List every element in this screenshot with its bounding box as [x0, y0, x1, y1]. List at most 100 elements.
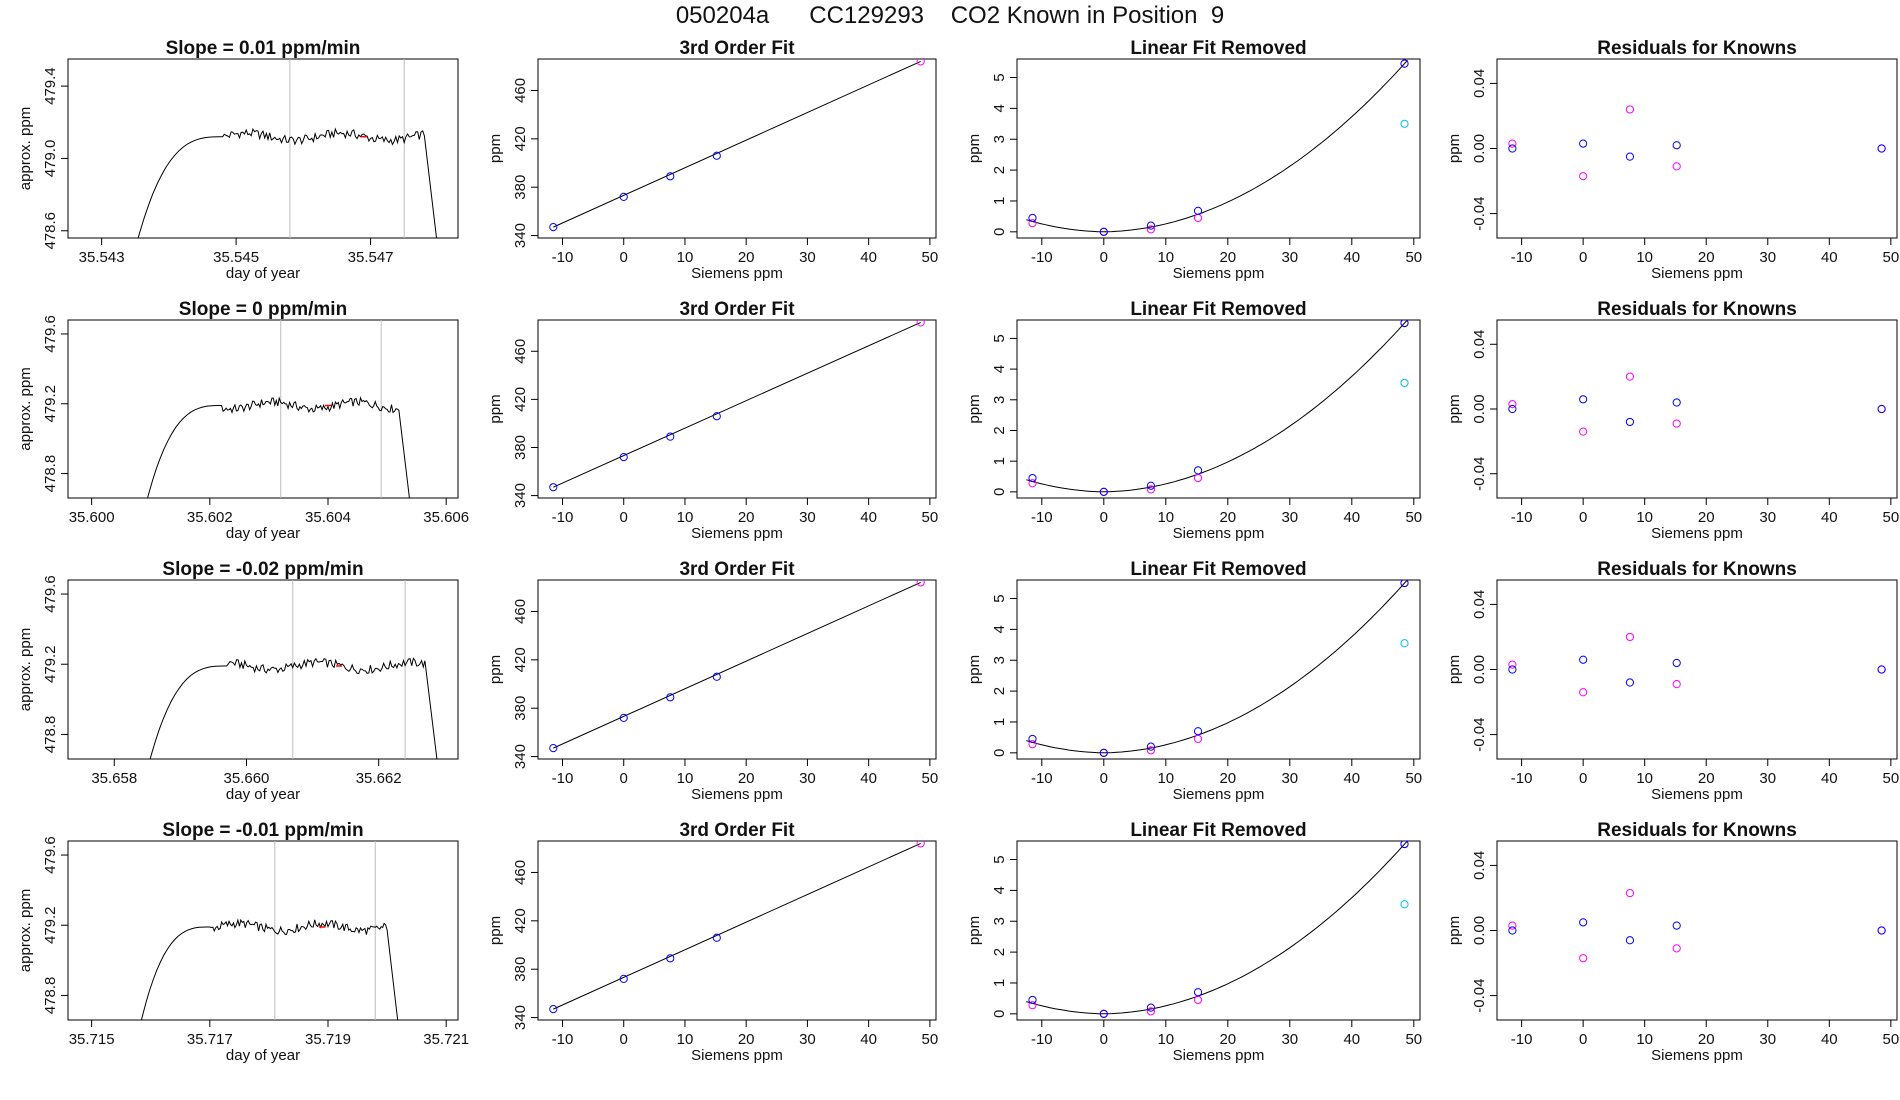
y-tick-label: 0.00: [1471, 655, 1488, 684]
blue-point: [1028, 995, 1037, 1005]
plot-area: [549, 320, 925, 492]
blue-point: [1146, 481, 1156, 490]
panel-title: Slope = -0.02 ppm/min: [162, 559, 363, 580]
y-tick-label: 5: [991, 334, 1008, 342]
plot-frame: [1496, 579, 1898, 760]
y-tick-label: 4: [991, 625, 1008, 633]
x-tick-label: 40: [1821, 1031, 1838, 1048]
x-tick-label: 30: [1759, 1031, 1776, 1048]
y-axis-label: ppm: [487, 655, 504, 684]
data-point: [712, 672, 721, 681]
data-point: [916, 580, 925, 587]
y-tick-label: 340: [512, 744, 529, 769]
x-tick-label: 30: [799, 509, 816, 526]
x-tick-label: 20: [738, 249, 755, 266]
panel-title: Linear Fit Removed: [1130, 559, 1306, 580]
x-tick-label: 35.547: [348, 249, 394, 266]
x-tick-label: 20: [738, 770, 755, 787]
data-point: [916, 320, 925, 327]
data-point: [619, 453, 628, 462]
plot-frame: [67, 319, 459, 499]
panel-title: Linear Fit Removed: [1130, 38, 1306, 59]
plot-area: [140, 841, 399, 1020]
magenta-point: [1146, 746, 1156, 755]
cyan-point: [1400, 378, 1409, 388]
fit-curve: [1026, 841, 1408, 1015]
x-tick-label: 30: [1759, 770, 1776, 787]
x-axis-label: Siemens ppm: [1173, 1047, 1265, 1064]
blue-point: [1579, 655, 1588, 664]
y-axis-label: ppm: [487, 916, 504, 945]
x-tick-label: 0: [1100, 770, 1108, 787]
y-tick-label: 340: [512, 1005, 529, 1030]
blue-point: [1099, 487, 1108, 496]
data-point: [666, 693, 675, 702]
x-tick-label: 50: [922, 1031, 939, 1048]
data-point: [549, 1005, 558, 1014]
y-tick-label: 0: [991, 228, 1008, 236]
magenta-point: [1625, 888, 1635, 898]
data-point: [666, 172, 675, 181]
y-tick-label: 380: [512, 696, 529, 721]
x-axis-label: Siemens ppm: [691, 265, 783, 282]
plot-frame: [67, 840, 459, 1021]
y-tick-label: 0.00: [1471, 134, 1488, 163]
trace-line: [147, 396, 410, 498]
magenta-point: [1579, 688, 1588, 697]
x-axis-label: Siemens ppm: [691, 525, 783, 542]
magenta-point: [1146, 225, 1156, 234]
x-tick-label: 0: [1579, 1031, 1587, 1048]
x-tick-label: 30: [1759, 249, 1776, 266]
y-tick-label: 0: [991, 1010, 1008, 1018]
x-tick-label: 40: [860, 1031, 877, 1048]
y-tick-label: 420: [512, 126, 529, 151]
x-tick-label: 50: [1883, 249, 1900, 266]
x-tick-label: 0: [620, 1031, 628, 1048]
x-tick-label: 35.721: [423, 1031, 469, 1048]
x-tick-label: 35.662: [356, 770, 402, 787]
blue-point: [1625, 417, 1635, 427]
x-tick-label: 50: [922, 249, 939, 266]
x-tick-label: 35.606: [423, 509, 469, 526]
x-tick-label: 35.600: [69, 509, 115, 526]
y-tick-label: 479.6: [42, 575, 59, 613]
panel-fit-row3: 3rd Order Fit -10 0 10 20 30 40 50 340 380 420 460 S…: [487, 559, 938, 803]
trace-line: [149, 657, 438, 759]
y-tick-label: 3: [991, 917, 1008, 925]
blue-point: [1028, 473, 1037, 483]
x-tick-label: 10: [1636, 249, 1653, 266]
magenta-point: [1508, 921, 1517, 930]
x-tick-label: 10: [677, 249, 694, 266]
x-tick-label: 40: [1821, 770, 1838, 787]
x-tick-label: 0: [620, 509, 628, 526]
x-tick-label: 10: [1636, 770, 1653, 787]
blue-point: [1193, 466, 1203, 475]
magenta-point: [1028, 1001, 1037, 1010]
x-tick-label: 30: [1281, 770, 1298, 787]
panel-fit-row1: 3rd Order Fit -10 0 10 20 30 40 50 340 380 420 460 S…: [487, 38, 938, 282]
y-axis-label: ppm: [487, 394, 504, 423]
cyan-point: [1400, 119, 1409, 128]
plot-frame: [67, 58, 459, 239]
magenta-point: [1028, 740, 1037, 749]
panel-title: 3rd Order Fit: [679, 299, 795, 320]
y-tick-label: 479.2: [42, 906, 59, 944]
data-point: [666, 954, 675, 963]
plot-frame: [1016, 319, 1421, 499]
page-title: 050204a CC129293 CO2 Known in Position 9: [675, 2, 1225, 29]
x-tick-label: 0: [1579, 770, 1587, 787]
magenta-point: [1028, 219, 1037, 228]
magenta-point: [1625, 372, 1635, 381]
y-tick-label: 478.6: [42, 212, 59, 250]
y-tick-label: 0: [991, 749, 1008, 757]
blue-point: [1146, 742, 1156, 751]
x-axis-label: day of year: [226, 1047, 300, 1064]
x-tick-label: 30: [1281, 249, 1298, 266]
panel-title: Slope = 0 ppm/min: [179, 299, 347, 320]
fit-line: [553, 321, 921, 488]
y-tick-label: 3: [991, 656, 1008, 664]
y-axis-label: ppm: [966, 134, 983, 163]
magenta-point: [1028, 479, 1037, 488]
blue-point: [1400, 59, 1409, 68]
